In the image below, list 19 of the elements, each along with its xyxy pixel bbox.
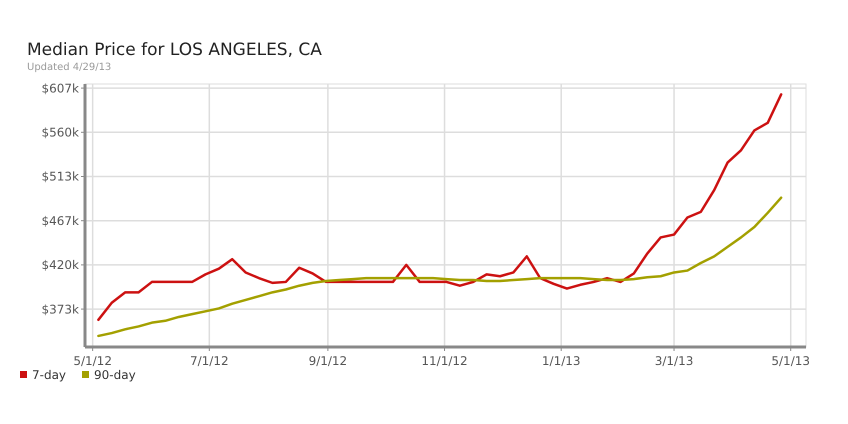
- y-tick-label: $467k: [42, 214, 80, 228]
- x-tick-label: 3/1/13: [654, 354, 694, 368]
- line-series: [97, 196, 782, 338]
- y-tick-label: $513k: [42, 170, 80, 184]
- legend-label: 90-day: [94, 368, 136, 382]
- line-series: [97, 93, 782, 322]
- y-tick-label: $373k: [42, 302, 80, 316]
- x-tick-label: 5/1/12: [73, 354, 112, 368]
- chart-title: Median Price for LOS ANGELES, CA: [27, 40, 322, 60]
- x-tick-label: 7/1/12: [190, 354, 229, 368]
- x-tick-label: 5/1/13: [771, 354, 810, 368]
- x-tick-label: 11/1/12: [421, 354, 468, 368]
- x-tick-label: 1/1/13: [542, 354, 581, 368]
- chart-subtitle: Updated 4/29/13: [27, 62, 112, 73]
- y-tick-label: $607k: [42, 81, 80, 96]
- y-tick-label: $420k: [42, 258, 80, 272]
- x-tick-label: 9/1/12: [308, 354, 348, 368]
- legend-label: 7-day: [32, 368, 66, 382]
- y-tick-label: $560k: [42, 126, 80, 140]
